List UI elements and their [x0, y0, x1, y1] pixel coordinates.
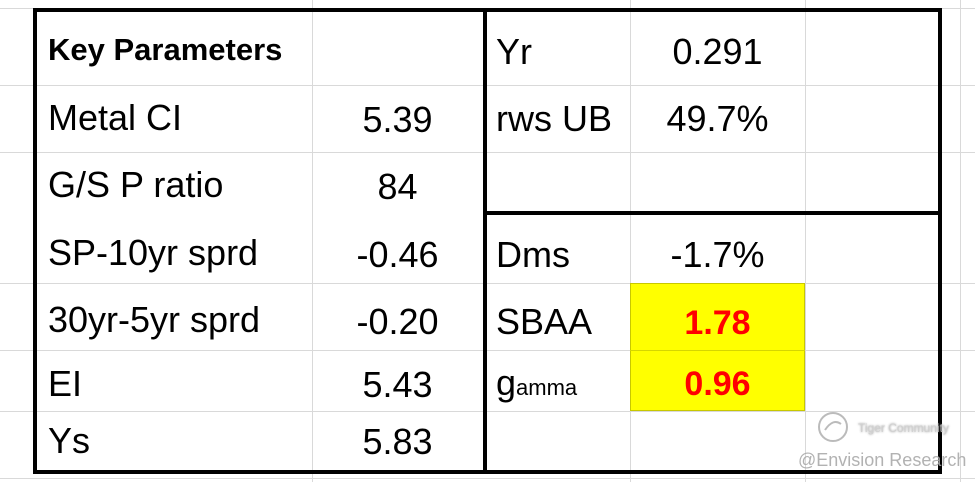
- param-label: SP-10yr sprd: [48, 232, 259, 273]
- grid-line: [0, 350, 975, 351]
- param-value: 84: [377, 166, 418, 207]
- table-title: Key Parameters: [48, 32, 283, 67]
- param-value: 5.83: [362, 421, 433, 462]
- param-label: gamma: [496, 365, 577, 401]
- watermark-author: @Envision Research: [798, 450, 967, 470]
- param-label: rws UB: [496, 98, 612, 139]
- grid-line: [0, 411, 975, 412]
- label-small: amma: [516, 375, 578, 400]
- grid-line: [630, 0, 631, 482]
- param-label: Yr: [496, 31, 532, 72]
- border: [483, 211, 942, 215]
- param-label: Dms: [496, 234, 570, 275]
- grid-line: [960, 0, 961, 482]
- param-label: Ys: [48, 420, 91, 461]
- border: [483, 8, 487, 474]
- grid-line: [0, 478, 975, 479]
- grid-line: [630, 350, 805, 351]
- param-label: Metal CI: [48, 97, 183, 138]
- border: [938, 8, 942, 474]
- param-value: -0.20: [356, 301, 439, 342]
- highlight-cells: [630, 283, 805, 411]
- param-label: 30yr-5yr sprd: [48, 299, 261, 340]
- grid-line: [312, 0, 313, 482]
- param-value: 0.291: [672, 31, 763, 72]
- param-value: 0.96: [684, 365, 751, 403]
- label-main: g: [496, 362, 517, 403]
- grid-line: [0, 85, 975, 86]
- border: [33, 470, 942, 474]
- param-value: 5.39: [362, 99, 433, 140]
- param-label: G/S P ratio: [48, 164, 224, 205]
- param-value: 5.43: [362, 364, 433, 405]
- watermark-brand: Tiger Community: [858, 421, 949, 435]
- param-label: EI: [48, 363, 83, 404]
- border: [33, 8, 942, 12]
- param-value: -1.7%: [670, 234, 765, 275]
- param-value: 1.78: [684, 304, 751, 342]
- border: [33, 8, 37, 474]
- param-label: SBAA: [496, 301, 593, 342]
- grid-line: [0, 283, 975, 284]
- watermark-logo: [818, 412, 848, 442]
- param-value: -0.46: [356, 234, 439, 275]
- grid-line: [805, 0, 806, 482]
- param-value: 49.7%: [666, 98, 769, 139]
- grid-line: [0, 152, 975, 153]
